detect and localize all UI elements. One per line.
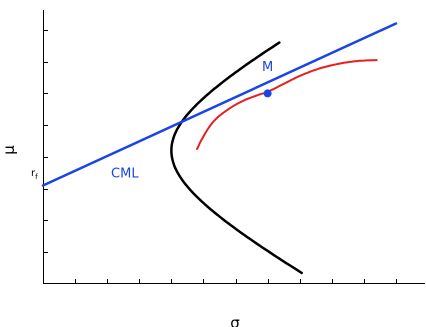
x-axis-label: σ xyxy=(230,314,240,327)
cml-annotation: CML xyxy=(111,167,139,182)
series-group xyxy=(41,22,398,275)
y-axis-label: μ xyxy=(0,145,18,155)
efficient-frontier-curve xyxy=(170,41,303,275)
axes xyxy=(43,10,425,284)
ticks xyxy=(43,30,397,284)
market-portfolio-point xyxy=(263,89,272,98)
y-tick-label-rf: rf xyxy=(31,168,38,181)
m-annotation: M xyxy=(262,60,273,75)
rf-subscript-text: f xyxy=(35,173,38,181)
cml-line xyxy=(41,22,398,187)
rf-main-text: r xyxy=(31,168,36,179)
